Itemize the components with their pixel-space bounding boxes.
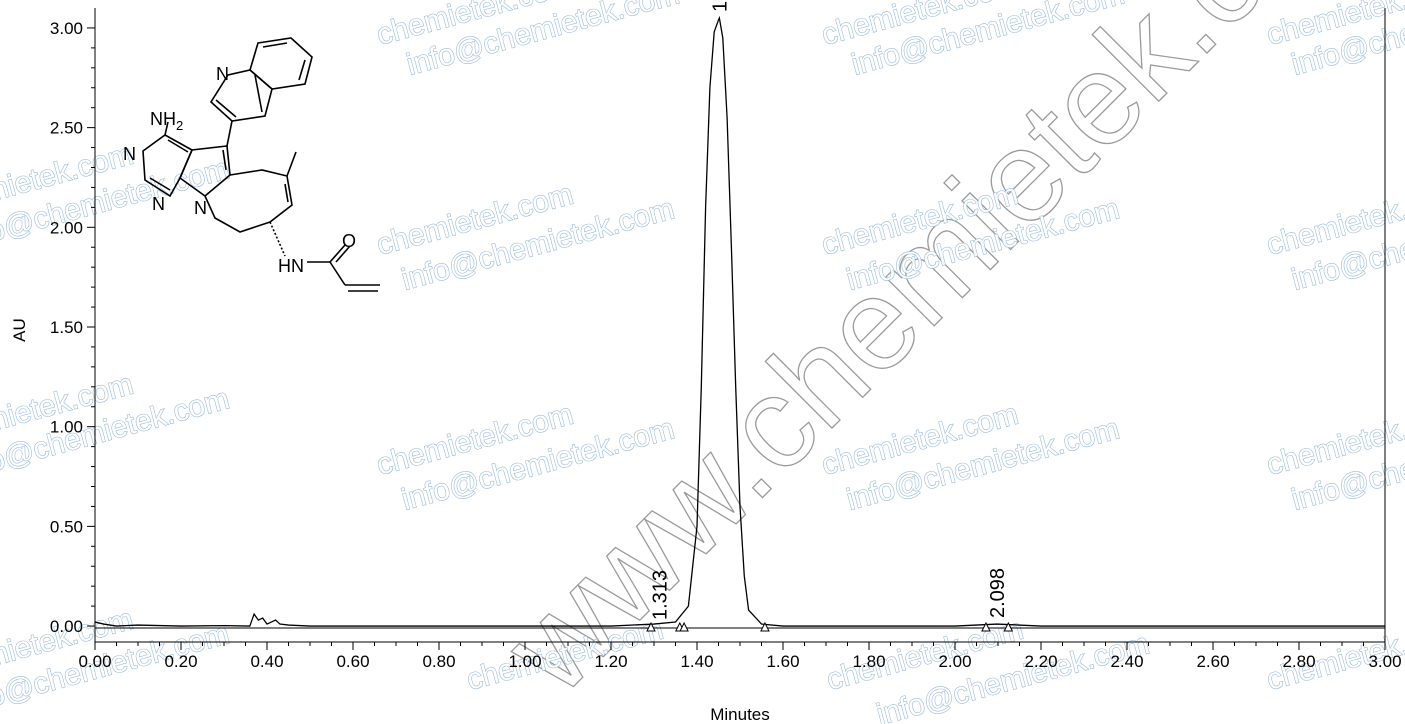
integration-marker: [760, 621, 770, 632]
x-tick-label: 3.00: [1368, 652, 1401, 671]
chromatogram-trace: [94, 15, 1385, 627]
x-tick-label: 0.00: [78, 652, 111, 671]
atom-label-n1: N: [123, 144, 136, 164]
watermark-large: www.chemietek.com: [476, 0, 1405, 721]
y-axis-title: AU: [10, 318, 29, 342]
y-tick-label: 2.50: [50, 119, 83, 138]
atom-label-o: O: [342, 231, 356, 251]
y-tick-label: 3.00: [50, 19, 83, 38]
y-tick-label: 2.00: [50, 218, 83, 237]
peak-labels: 1.313 1.452 2.098: [650, 0, 1010, 620]
y-tick-label: 0.00: [50, 617, 83, 636]
structure-labels: N NH2 N N N HN O: [123, 64, 356, 276]
integration-marker: [1003, 621, 1014, 632]
peak-label: 1.452: [709, 0, 731, 12]
atom-label-hn: HN: [278, 256, 304, 276]
integration-marker: [981, 621, 991, 632]
x-tick-label: 1.20: [594, 652, 627, 671]
chemical-structure: [142, 37, 380, 292]
x-tick-label: 1.00: [508, 652, 541, 671]
x-tick-label: 2.20: [1024, 652, 1057, 671]
y-tick-label: 1.00: [50, 418, 83, 437]
x-ticks: 0.00 0.20 0.40 0.60 0.80 1.00 1.20 1.40 1.60 1.80…: [78, 642, 1402, 671]
atom-label-n2: N: [152, 194, 165, 214]
x-tick-label: 0.40: [250, 652, 283, 671]
x-tick-label: 1.60: [766, 652, 799, 671]
x-tick-label: 2.80: [1282, 652, 1315, 671]
atom-label-quinoline-n: N: [216, 64, 229, 84]
x-tick-label: 2.60: [1196, 652, 1229, 671]
x-axis-title: Minutes: [710, 705, 770, 724]
y-tick-label: 0.50: [50, 517, 83, 536]
atom-label-nh2: NH2: [150, 109, 183, 133]
x-tick-label: 0.60: [336, 652, 369, 671]
atom-label-ring-n: N: [194, 198, 207, 218]
x-tick-label: 0.20: [164, 652, 197, 671]
integration-marker: [646, 621, 656, 632]
x-tick-label: 1.40: [680, 652, 713, 671]
peak-label: 2.098: [987, 568, 1009, 618]
x-tick-label: 2.00: [938, 652, 971, 671]
peak-label: 1.313: [650, 570, 672, 620]
y-ticks: 0.00 0.50 1.00 1.50 2.00 2.50 3.00: [50, 19, 95, 636]
integration-marker: [679, 621, 689, 632]
y-tick-label: 1.50: [50, 318, 83, 337]
x-tick-label: 0.80: [422, 652, 455, 671]
x-tick-label: 1.80: [852, 652, 885, 671]
x-tick-label: 2.40: [1110, 652, 1143, 671]
integration-markers: [646, 621, 1014, 632]
